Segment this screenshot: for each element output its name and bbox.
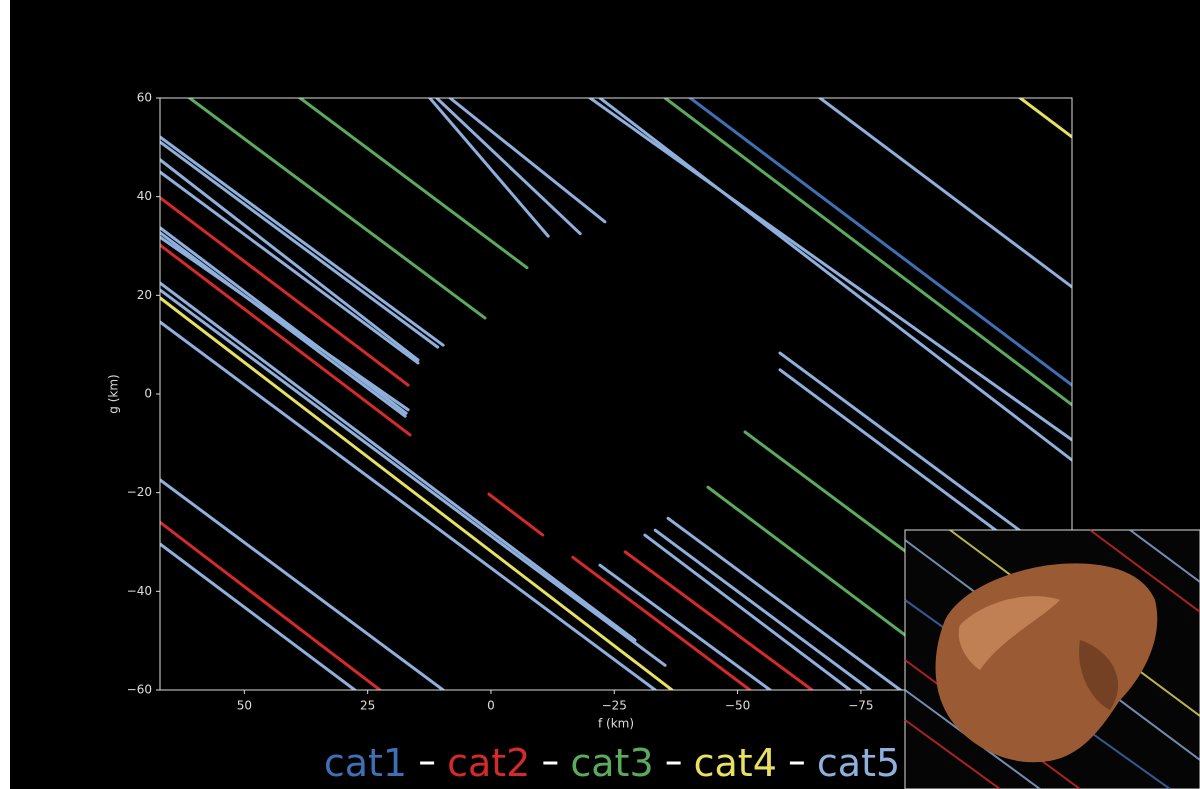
- legend-label: cat5: [817, 741, 900, 785]
- x-axis-label: f (km): [598, 717, 634, 731]
- x-tick-label: 0: [487, 699, 495, 713]
- y-tick-label: 20: [137, 288, 152, 302]
- y-tick-label: −40: [127, 584, 152, 598]
- x-tick-label: −25: [602, 699, 627, 713]
- y-tick-label: −20: [127, 485, 152, 499]
- x-tick-label: 25: [360, 699, 375, 713]
- x-tick-label: 50: [237, 699, 252, 713]
- legend-label: cat1: [324, 741, 407, 785]
- x-tick-label: −75: [848, 699, 873, 713]
- legend-label: cat2: [447, 741, 530, 785]
- asteroid-inset: [905, 530, 1200, 789]
- chart: f (km) g (km) 50 25 0 −25 −50 −75 60 40 20 0 −20 −4…: [0, 0, 1200, 789]
- x-tick-label: −50: [725, 699, 750, 713]
- y-tick-label: 40: [137, 189, 152, 203]
- y-tick-label: 60: [137, 91, 152, 105]
- y-tick-label: 0: [144, 387, 152, 401]
- legend-label: cat3: [570, 741, 653, 785]
- y-tick-label: −60: [127, 683, 152, 697]
- y-axis-label: g (km): [107, 374, 121, 413]
- legend-label: cat4: [694, 741, 777, 785]
